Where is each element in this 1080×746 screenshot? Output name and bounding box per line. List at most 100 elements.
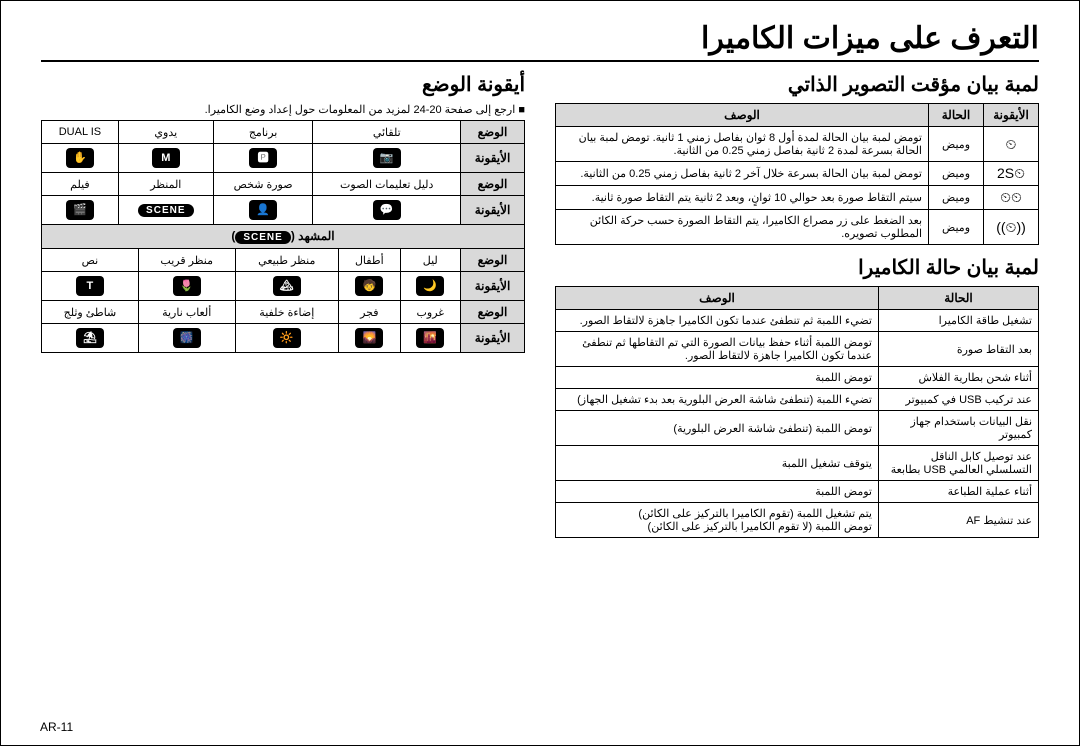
row-label-mode: الوضع xyxy=(461,173,525,196)
desc-cell: تضيء اللمبة ثم تنطفئ عندما تكون الكاميرا… xyxy=(556,310,879,332)
backlight-icon: 🔆 xyxy=(273,328,301,348)
status-cell: وميض xyxy=(929,186,984,210)
selftimer-table: الأيقونة الحالة الوصف ⏲وميضتومض لمبة بيا… xyxy=(555,103,1039,245)
col-right: لمبة بيان مؤقت التصوير الذاتي الأيقونة ا… xyxy=(555,70,1039,538)
scene-text-label: نص xyxy=(42,249,139,272)
auto-icon: 📷 xyxy=(373,148,401,168)
landscape-icon: 🏔 xyxy=(273,276,301,296)
voice-icon: 💬 xyxy=(373,200,401,220)
status-row: تشغيل طاقة الكاميراتضيء اللمبة ثم تنطفئ … xyxy=(556,310,1039,332)
scene-header: المشهد (SCENE) xyxy=(42,225,525,249)
scene-night-label: ليل xyxy=(400,249,460,272)
desc-cell: يتم تشغيل اللمبة (تقوم الكاميرا بالتركيز… xyxy=(556,503,879,538)
timer-double-icon: ⏲⏲ xyxy=(1000,190,1022,204)
th-desc: الوصف xyxy=(556,287,879,310)
row-label-mode: الوضع xyxy=(461,121,525,144)
scene-closeup-label: منظر قريب xyxy=(138,249,235,272)
status-row: أثناء عملية الطباعةتومض اللمبة xyxy=(556,481,1039,503)
desc-cell: تومض اللمبة أثناء حفظ بيانات الصورة التي… xyxy=(556,332,879,367)
scene-header-label: المشهد xyxy=(298,229,334,243)
text-icon: T xyxy=(76,276,104,296)
desc-cell: تومض لمبة بيان الحالة لمدة أول 8 ثوان بف… xyxy=(556,127,929,162)
mode-dualis-label: DUAL IS xyxy=(42,121,119,144)
row-label-mode: الوضع xyxy=(461,301,525,324)
timer-icon: ⏲ xyxy=(1006,137,1017,151)
page-title: التعرف على ميزات الكاميرا xyxy=(41,21,1039,56)
row-label-icon: الأيقونة xyxy=(461,144,525,173)
modes-table: الوضع تلقائي برنامج يدوي DUAL IS الأيقون… xyxy=(41,120,525,225)
selftimer-row: ⏲⏲ وميضسيتم التقاط صورة بعد حوالي 10 ثوان… xyxy=(556,186,1039,210)
modes-note: ■ ارجع إلى صفحة 20-24 لمزيد من المعلومات… xyxy=(41,103,525,116)
col-left: أيقونة الوضع ■ ارجع إلى صفحة 20-24 لمزيد… xyxy=(41,70,525,538)
row-label-mode: الوضع xyxy=(461,249,525,272)
th-icon: الأيقونة xyxy=(984,104,1039,127)
status-row: عند توصيل كابل الناقل التسلسلي العالمي U… xyxy=(556,446,1039,481)
status-cell: وميض xyxy=(929,127,984,162)
status-cell: بعد التقاط صورة xyxy=(879,332,1039,367)
desc-cell: تومض اللمبة (تنطفئ شاشة العرض البلورية) xyxy=(556,411,879,446)
scene-sunset-label: غروب xyxy=(400,301,460,324)
dualis-icon: ✋ xyxy=(66,148,94,168)
mode-manual-label: يدوي xyxy=(118,121,213,144)
mode-portrait-label: صورة شخص xyxy=(213,173,313,196)
row-label-icon: الأيقونة xyxy=(461,272,525,301)
status-cell: تشغيل طاقة الكاميرا xyxy=(879,310,1039,332)
scene-beach-label: شاطئ وثلج xyxy=(42,301,139,324)
selftimer-heading: لمبة بيان مؤقت التصوير الذاتي xyxy=(555,72,1039,97)
desc-cell: بعد الضغط على زر مصراع الكاميرا، يتم الت… xyxy=(556,210,929,245)
status-row: أثناء شحن بطارية الفلاشتومض اللمبة xyxy=(556,367,1039,389)
status-cell: نقل البيانات باستخدام جهاز كمبيوتر xyxy=(879,411,1039,446)
sunset-icon: 🌇 xyxy=(416,328,444,348)
firework-icon: 🎆 xyxy=(173,328,201,348)
desc-cell: سيتم التقاط صورة بعد حوالي 10 ثوانٍ، وبع… xyxy=(556,186,929,210)
mode-movie-label: فيلم xyxy=(42,173,119,196)
selftimer-row: ⏲2S وميضتومض لمبة بيان الحالة بسرعة خلال … xyxy=(556,162,1039,186)
children-icon: 🧒 xyxy=(355,276,383,296)
status-cell: أثناء عملية الطباعة xyxy=(879,481,1039,503)
mode-program-label: برنامج xyxy=(213,121,313,144)
scene-landscape-label: منظر طبيعي xyxy=(235,249,339,272)
status-row: بعد التقاط صورةتومض اللمبة أثناء حفظ بيا… xyxy=(556,332,1039,367)
scene-badge: SCENE xyxy=(235,231,290,244)
selftimer-row: ((⏲)) وميضبعد الضغط على زر مصراع الكاميرا… xyxy=(556,210,1039,245)
status-cell: وميض xyxy=(929,210,984,245)
status-cell: عند تركيب USB في كمبيوتر xyxy=(879,389,1039,411)
portrait-icon: 👤 xyxy=(249,200,277,220)
row-label-icon: الأيقونة xyxy=(461,196,525,225)
th-status: الحالة xyxy=(879,287,1039,310)
scene-firework-label: ألعاب نارية xyxy=(138,301,235,324)
selftimer-row: ⏲ وميضتومض لمبة بيان الحالة لمدة أول 8 ثو… xyxy=(556,127,1039,162)
scene-icon: SCENE xyxy=(138,204,193,217)
status-cell: عند تنشيط AF xyxy=(879,503,1039,538)
th-status: الحالة xyxy=(929,104,984,127)
closeup-icon: 🌷 xyxy=(173,276,201,296)
scene-children-label: أطفال xyxy=(339,249,401,272)
modes-heading: أيقونة الوضع xyxy=(41,72,525,97)
manual-icon: M xyxy=(152,148,180,168)
movie-icon: 🎬 xyxy=(66,200,94,220)
mode-voice-label: دليل تعليمات الصوت xyxy=(313,173,461,196)
timer-motion-icon: ((⏲)) xyxy=(996,220,1026,234)
desc-cell: تومض اللمبة xyxy=(556,481,879,503)
desc-cell: تومض لمبة بيان الحالة بسرعة خلال آخر 2 ث… xyxy=(556,162,929,186)
desc-cell: تومض اللمبة xyxy=(556,367,879,389)
scene-dawn-label: فجر xyxy=(339,301,401,324)
camera-status-table: الحالة الوصف تشغيل طاقة الكاميراتضيء الل… xyxy=(555,286,1039,538)
beach-icon: ⛱ xyxy=(76,328,104,348)
camera-status-heading: لمبة بيان حالة الكاميرا xyxy=(555,255,1039,280)
status-cell: عند توصيل كابل الناقل التسلسلي العالمي U… xyxy=(879,446,1039,481)
th-desc: الوصف xyxy=(556,104,929,127)
row-label-icon: الأيقونة xyxy=(461,324,525,353)
status-row: عند تركيب USB في كمبيوترتضيء اللمبة (تنط… xyxy=(556,389,1039,411)
status-cell: وميض xyxy=(929,162,984,186)
status-cell: أثناء شحن بطارية الفلاش xyxy=(879,367,1039,389)
timer-2s-icon: ⏲2S xyxy=(997,166,1025,180)
night-icon: 🌙 xyxy=(416,276,444,296)
mode-auto-label: تلقائي xyxy=(313,121,461,144)
scene-backlight-label: إضاءة خلفية xyxy=(235,301,339,324)
desc-cell: تضيء اللمبة (تنطفئ شاشة العرض البلورية ب… xyxy=(556,389,879,411)
dawn-icon: 🌄 xyxy=(355,328,383,348)
page-number: AR-11 xyxy=(40,720,73,734)
program-icon: 🅿 xyxy=(249,148,277,168)
mode-scene-label: المنظر xyxy=(118,173,213,196)
